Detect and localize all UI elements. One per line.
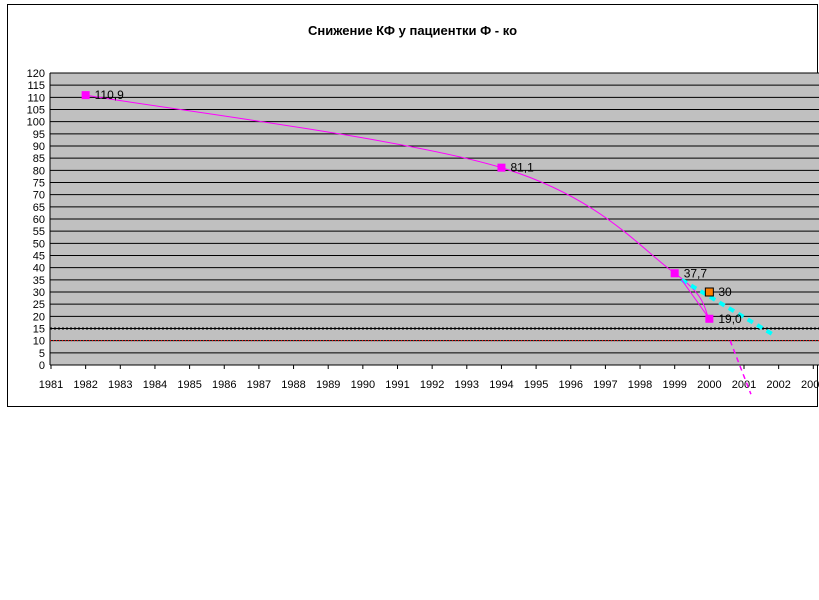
y-tick-label: 20 — [33, 311, 45, 323]
y-tick-label: 120 — [27, 68, 45, 80]
x-tick-label: 1983 — [108, 379, 132, 391]
x-tick-label: 1984 — [143, 379, 167, 391]
x-tick-label: 1982 — [73, 379, 97, 391]
y-tick-label: 95 — [33, 129, 45, 141]
y-tick-label: 45 — [33, 251, 45, 263]
trendline — [680, 278, 777, 338]
x-tick-label: 1986 — [212, 379, 236, 391]
y-tick-label: 40 — [33, 263, 45, 275]
x-tick-label: 2000 — [697, 379, 721, 391]
series-line — [85, 94, 710, 320]
x-tick-label: 2001 — [732, 379, 756, 391]
y-tick-label: 90 — [33, 141, 45, 153]
trendline — [729, 340, 752, 395]
x-tick-label: 1989 — [316, 379, 340, 391]
y-tick-label: 75 — [33, 178, 45, 190]
x-tick-label: 1992 — [420, 379, 444, 391]
x-tick-label: 1988 — [281, 379, 305, 391]
y-tick-label: 25 — [33, 299, 45, 311]
trendline — [681, 279, 710, 320]
x-tick-label: 1997 — [593, 379, 617, 391]
x-tick-label: 1995 — [524, 379, 548, 391]
data-label: 19,0 — [718, 312, 742, 326]
x-tick-label: 1981 — [39, 379, 63, 391]
y-tick-label: 55 — [33, 226, 45, 238]
y-tick-label: 110 — [27, 92, 45, 104]
y-tick-label: 5 — [39, 348, 45, 360]
x-tick-label: 1996 — [559, 379, 583, 391]
y-tick-label: 0 — [39, 360, 45, 372]
x-tick-label: 2002 — [766, 379, 790, 391]
data-label: 30 — [718, 285, 732, 299]
y-tick-label: 65 — [33, 202, 45, 214]
y-tick-label: 100 — [27, 117, 45, 129]
data-label: 81,1 — [510, 161, 534, 175]
y-tick-label: 35 — [33, 275, 45, 287]
y-tick-label: 80 — [33, 165, 45, 177]
x-tick-label: 1994 — [489, 379, 513, 391]
data-label: 37,7 — [684, 266, 708, 280]
x-tick-label: 1991 — [385, 379, 409, 391]
y-tick-label: 30 — [33, 287, 45, 299]
y-tick-label: 115 — [27, 80, 45, 92]
x-tick-label: 1998 — [628, 379, 652, 391]
y-tick-label: 50 — [33, 238, 45, 250]
x-tick-label: 1993 — [455, 379, 479, 391]
y-tick-label: 105 — [27, 105, 45, 117]
x-tick-label: 1985 — [177, 379, 201, 391]
chart-title: Снижение КФ у пациентки Ф - ко — [307, 23, 518, 38]
data-point — [497, 163, 506, 172]
x-tick-label: 1990 — [351, 379, 375, 391]
x-tick-label: 1987 — [247, 379, 271, 391]
data-point — [670, 269, 679, 278]
x-tick-label: 1999 — [662, 379, 686, 391]
x-tick-label: 2003 — [801, 379, 819, 391]
y-tick-label: 10 — [33, 336, 45, 348]
data-point — [704, 287, 714, 297]
data-point — [81, 91, 90, 100]
data-point — [705, 314, 714, 323]
y-tick-label: 70 — [33, 190, 45, 202]
data-label: 110,9 — [95, 88, 124, 102]
y-tick-label: 60 — [33, 214, 45, 226]
y-tick-label: 15 — [33, 324, 45, 336]
y-tick-label: 85 — [33, 153, 45, 165]
